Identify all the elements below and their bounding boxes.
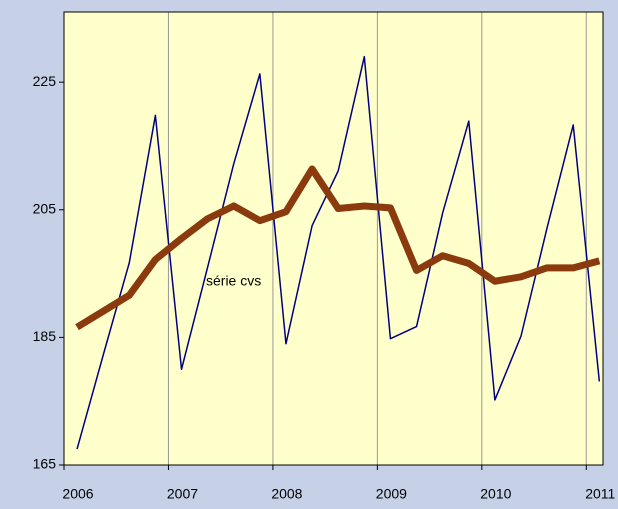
- x-tick-label: 2006: [62, 486, 93, 502]
- annotation: série cvs: [206, 273, 261, 289]
- x-tick-label: 2008: [271, 486, 302, 502]
- series-line: [76, 55, 601, 450]
- plot-area: [64, 12, 603, 465]
- plot-frame: [63, 11, 604, 466]
- x-tick-label: 2010: [480, 486, 511, 502]
- y-tick-label: 205: [33, 200, 57, 216]
- y-tick-label: 225: [33, 73, 57, 89]
- series-line: [75, 165, 601, 331]
- x-tick-label: 2011: [585, 486, 615, 502]
- x-tick-label: 2007: [167, 486, 198, 502]
- y-tick-label: 165: [33, 456, 57, 472]
- y-tick-label: 185: [33, 328, 57, 344]
- x-tick-label: 2009: [376, 486, 407, 502]
